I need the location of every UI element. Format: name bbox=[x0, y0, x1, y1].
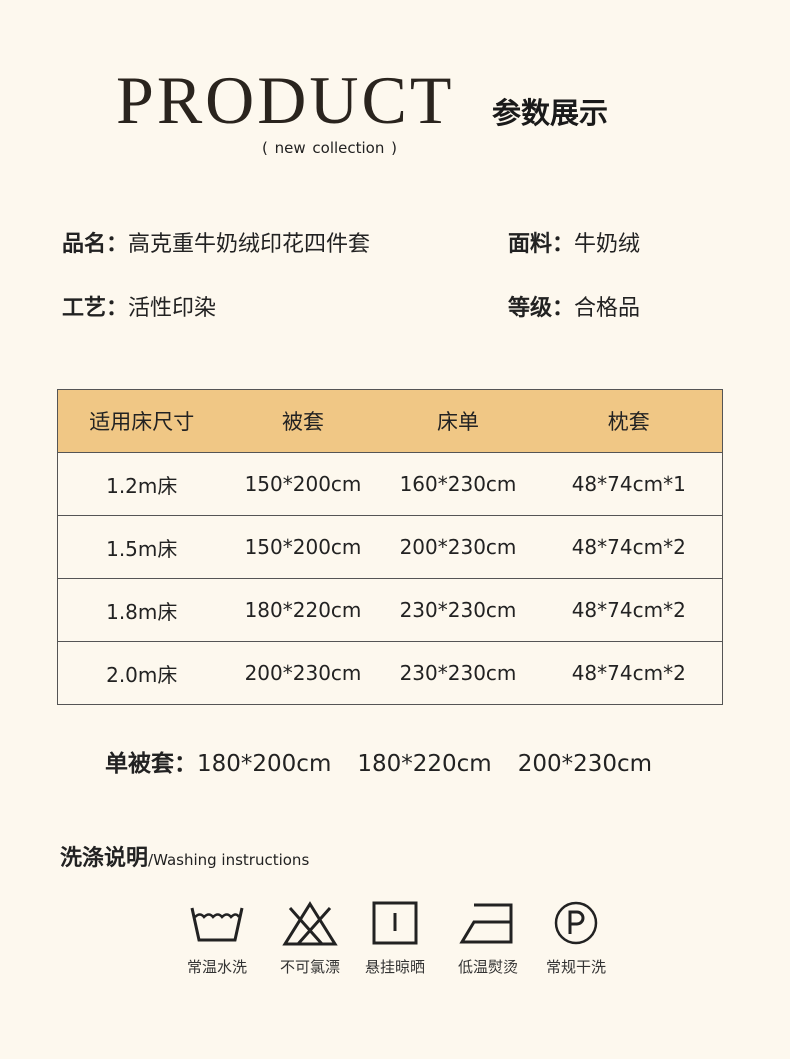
page-subtitle: 参数展示 bbox=[492, 96, 609, 130]
column-header: 床单 bbox=[380, 389, 536, 453]
care-item: 不可氯漂 bbox=[265, 900, 355, 977]
cell: 160*230cm bbox=[380, 452, 536, 516]
washing-title: 洗涤说明/Washing instructions bbox=[60, 846, 310, 871]
size-value: 180*200cm bbox=[197, 751, 332, 777]
hang-dry-icon bbox=[372, 901, 418, 945]
column-header: 枕套 bbox=[535, 389, 723, 453]
cell: 150*200cm bbox=[225, 452, 381, 516]
info-grade: 等级：合格品 bbox=[508, 296, 641, 321]
low-iron-icon bbox=[459, 903, 513, 944]
column-header: 被套 bbox=[225, 389, 381, 453]
cell: 48*74cm*2 bbox=[535, 641, 723, 705]
care-item: 常温水洗 bbox=[172, 900, 262, 977]
table-header: 适用床尺寸 被套 床单 枕套 bbox=[57, 389, 723, 453]
cell: 48*74cm*1 bbox=[535, 452, 723, 516]
cell: 2.0m床 bbox=[57, 641, 226, 705]
single-cover-label: 单被套： bbox=[105, 751, 197, 777]
cell: 48*74cm*2 bbox=[535, 515, 723, 579]
page-title: PRODUCT bbox=[116, 62, 455, 138]
cell: 200*230cm bbox=[225, 641, 381, 705]
wash-basin-icon bbox=[190, 907, 244, 942]
no-bleach-icon bbox=[282, 901, 338, 946]
cell: 48*74cm*2 bbox=[535, 578, 723, 642]
cell: 230*230cm bbox=[380, 578, 536, 642]
cell: 1.5m床 bbox=[57, 515, 226, 579]
table-row: 1.2m床 150*200cm 160*230cm 48*74cm*1 bbox=[57, 452, 723, 516]
size-table: 适用床尺寸 被套 床单 枕套 1.2m床 150*200cm 160*230cm 48… bbox=[57, 389, 723, 705]
cell: 1.8m床 bbox=[57, 578, 226, 642]
info-product-name: 品名：高克重牛奶绒印花四件套 bbox=[62, 232, 371, 257]
dry-clean-p-icon bbox=[554, 901, 598, 945]
table-row: 1.8m床 180*220cm 230*230cm 48*74cm*2 bbox=[57, 578, 723, 642]
single-cover-sizes: 单被套：180*200cm 180*220cm 200*230cm bbox=[105, 744, 678, 778]
cell: 150*200cm bbox=[225, 515, 381, 579]
cell: 230*230cm bbox=[380, 641, 536, 705]
cell: 200*230cm bbox=[380, 515, 536, 579]
table-row: 2.0m床 200*230cm 230*230cm 48*74cm*2 bbox=[57, 641, 723, 705]
care-item: 低温熨烫 bbox=[443, 900, 533, 977]
size-value: 200*230cm bbox=[517, 751, 653, 777]
info-craft: 工艺：活性印染 bbox=[62, 296, 217, 321]
size-value: 180*220cm bbox=[357, 751, 492, 777]
info-fabric: 面料：牛奶绒 bbox=[508, 232, 641, 257]
table-row: 1.5m床 150*200cm 200*230cm 48*74cm*2 bbox=[57, 515, 723, 579]
cell: 1.2m床 bbox=[57, 452, 226, 516]
care-item: 悬挂晾晒 bbox=[350, 900, 440, 977]
tagline: ( new collection ) bbox=[262, 139, 397, 157]
cell: 180*220cm bbox=[225, 578, 381, 642]
column-header: 适用床尺寸 bbox=[57, 389, 226, 453]
care-item: 常规干洗 bbox=[531, 900, 621, 977]
